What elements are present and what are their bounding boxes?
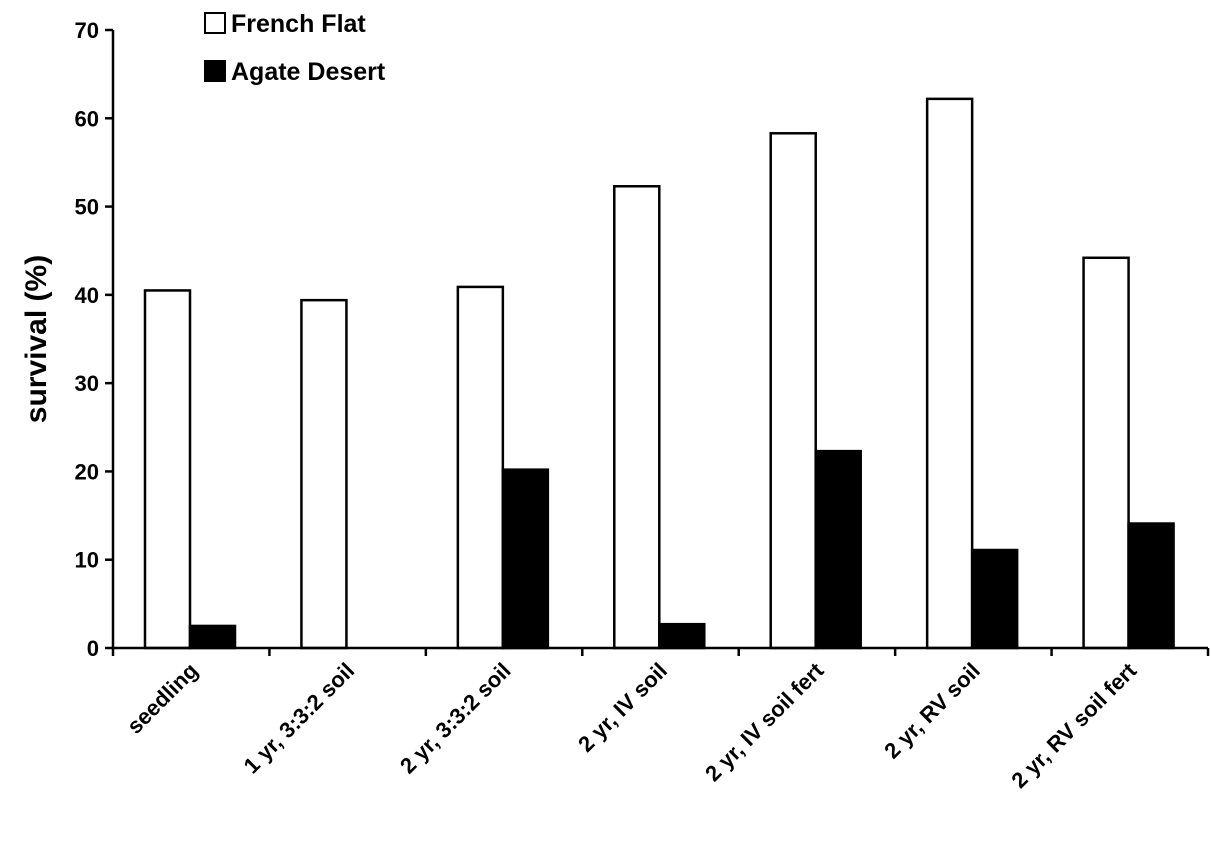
legend-label: French Flat	[231, 10, 366, 38]
legend-swatch	[204, 60, 226, 82]
bar-agate-desert	[970, 548, 1019, 650]
y-tick-label: 70	[75, 18, 99, 43]
y-tick-label: 0	[87, 636, 99, 661]
legend: French Flat Agate Desert	[204, 10, 386, 86]
bars-group	[143, 97, 1175, 650]
x-category-label: 2 yr, IV soil	[573, 658, 672, 757]
bar-agate-desert	[1127, 522, 1175, 650]
legend-swatch	[204, 12, 226, 34]
y-tick-label: 30	[75, 371, 99, 396]
bar-french-flat	[769, 132, 817, 650]
bar-agate-desert	[188, 624, 237, 650]
x-category-label: 2 yr, IV soil fert	[700, 657, 829, 786]
bar-french-flat	[300, 298, 348, 650]
bar-french-flat	[1082, 256, 1130, 650]
x-ticks-group: seedling 1 yr, 3:3:2 soil 2 yr, 3:3:2 soil…	[111, 648, 1210, 793]
x-category-label: 2 yr, 3:3:2 soil	[395, 658, 516, 779]
bar-agate-desert	[501, 468, 550, 650]
y-ticks-group: 0 10 20 30 40 50 60 70	[75, 18, 113, 661]
x-category-label: 2 yr, RV soil fert	[1006, 657, 1141, 792]
bar-french-flat	[925, 97, 974, 650]
y-tick-label: 20	[75, 459, 99, 484]
bar-french-flat	[143, 289, 192, 650]
y-tick-label: 50	[75, 195, 99, 220]
y-axis-title: survival (%)	[20, 255, 53, 423]
bar-french-flat	[613, 185, 661, 650]
axes-group	[111, 30, 1208, 650]
y-tick-label: 40	[75, 283, 99, 308]
x-category-label: seedling	[122, 658, 203, 739]
x-category-label: 1 yr, 3:3:2 soil	[239, 658, 360, 779]
legend-label: Agate Desert	[231, 58, 386, 86]
bar-french-flat	[456, 285, 505, 650]
y-tick-label: 60	[75, 106, 99, 131]
y-tick-label: 10	[75, 548, 99, 573]
bar-agate-desert	[814, 449, 862, 650]
x-category-label: 2 yr, RV soil	[879, 658, 985, 764]
bar-agate-desert	[658, 622, 706, 650]
